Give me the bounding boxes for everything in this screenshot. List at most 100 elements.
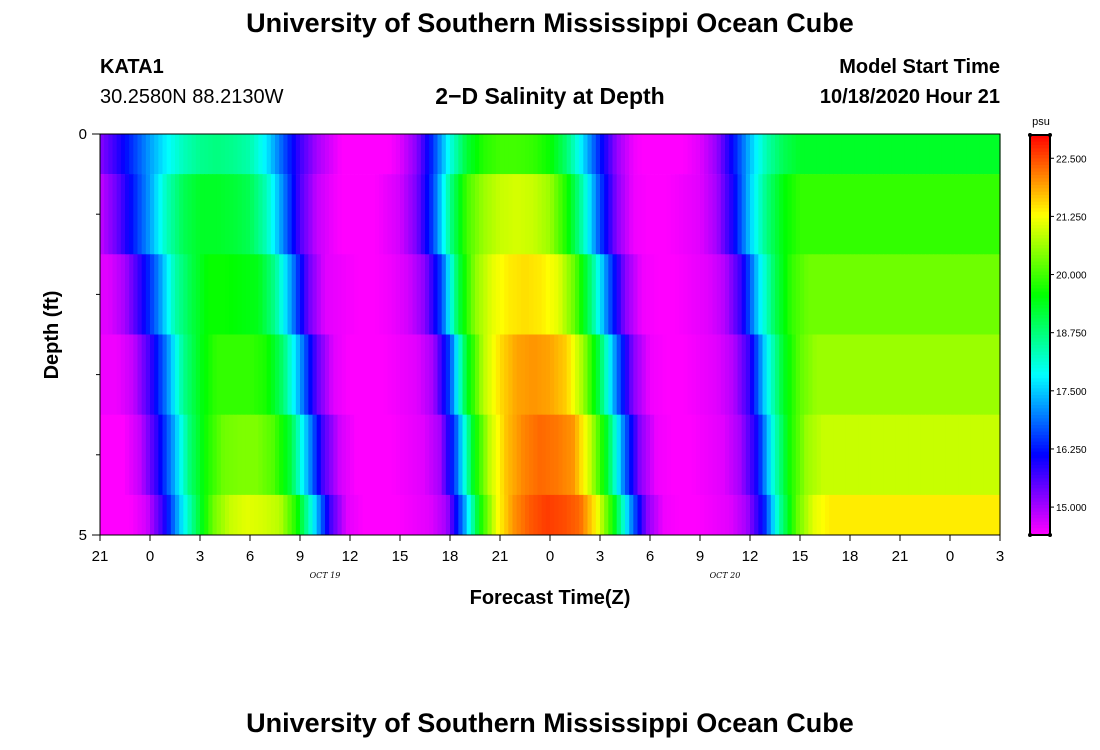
colorbar-segment: [1030, 431, 1050, 436]
heatmap-cell: [354, 334, 359, 415]
heatmap-cell: [462, 174, 468, 255]
heatmap-cell: [779, 334, 784, 415]
heatmap-cell: [729, 134, 734, 175]
heatmap-cell: [108, 174, 114, 255]
heatmap-cell: [537, 414, 543, 496]
colorbar-segment: [1030, 198, 1050, 203]
heatmap-cell: [391, 334, 397, 415]
heatmap-cell: [495, 134, 501, 175]
heatmap-cell: [766, 174, 772, 255]
heatmap-cell: [258, 494, 264, 536]
heatmap-cell: [825, 254, 830, 335]
heatmap-cell: [866, 174, 872, 255]
colorbar-segment: [1030, 465, 1050, 469]
heatmap-cell: [870, 334, 876, 415]
heatmap-cell: [387, 414, 393, 496]
heatmap-cell: [325, 334, 330, 415]
heatmap-cell: [620, 334, 626, 415]
heatmap-cell: [975, 254, 980, 335]
heatmap-cell: [820, 494, 826, 536]
heatmap-cell: [125, 334, 130, 415]
heatmap-cell: [904, 254, 909, 335]
colorbar-segment: [1030, 345, 1050, 349]
heatmap-cell: [408, 254, 414, 335]
heatmap-cell: [308, 174, 314, 255]
heatmap-cell: [716, 494, 722, 536]
x-tick-label: 15: [392, 548, 409, 565]
heatmap-cell: [333, 414, 339, 496]
heatmap-cell: [254, 414, 259, 496]
heatmap-cell: [150, 174, 155, 255]
heatmap-cell: [150, 494, 155, 536]
heatmap-cell: [916, 134, 922, 175]
heatmap-cell: [758, 174, 764, 255]
heatmap-cell: [670, 334, 676, 415]
heatmap-cell: [795, 174, 801, 255]
heatmap-cell: [358, 414, 364, 496]
heatmap-cell: [937, 334, 943, 415]
heatmap-cell: [704, 414, 709, 496]
heatmap-cell: [808, 134, 814, 175]
heatmap-cell: [891, 414, 897, 496]
x-tick-label: 18: [842, 548, 859, 565]
heatmap-cell: [183, 334, 189, 415]
heatmap-cell: [179, 174, 184, 255]
heatmap-cell: [570, 174, 576, 255]
heatmap-cell: [345, 334, 351, 415]
heatmap-cell: [708, 254, 714, 335]
heatmap-cell: [783, 134, 789, 175]
heatmap-cell: [758, 494, 764, 536]
heatmap-cell: [350, 414, 355, 496]
heatmap-cell: [970, 254, 976, 335]
heatmap-cell: [566, 134, 572, 175]
heatmap-cell: [112, 174, 118, 255]
colorbar-segment: [1030, 238, 1050, 243]
heatmap-cell: [779, 254, 784, 335]
heatmap-cell: [529, 134, 534, 175]
heatmap-cell: [650, 494, 655, 536]
heatmap-cell: [870, 414, 876, 496]
heatmap-cell: [175, 174, 180, 255]
x-tick-label: 0: [546, 548, 554, 565]
colorbar-segment: [1030, 135, 1050, 139]
heatmap-cell: [216, 254, 222, 335]
heatmap-cell: [766, 254, 772, 335]
colorbar: 15.000 16.250 17.500 18.750 20.000 21.250 22.5…: [1028, 133, 1087, 537]
heatmap-cell: [641, 494, 647, 536]
x-axis-label: Forecast Time(Z): [470, 587, 631, 609]
heatmap-cell: [420, 174, 426, 255]
heatmap-cell: [654, 334, 659, 415]
heatmap-cell: [616, 414, 622, 496]
heatmap-cell: [237, 254, 243, 335]
heatmap-cell: [870, 254, 876, 335]
heatmap-cell: [404, 334, 409, 415]
heatmap-cell: [429, 334, 434, 415]
heatmap-cell: [958, 134, 964, 175]
heatmap-cell: [445, 334, 451, 415]
heatmap-cell: [287, 134, 293, 175]
heatmap-cell: [962, 414, 968, 496]
heatmap-cell: [645, 414, 651, 496]
heatmap-cell: [266, 254, 272, 335]
heatmap-cell: [633, 414, 639, 496]
heatmap-cell: [908, 254, 914, 335]
heatmap-cell: [300, 254, 305, 335]
heatmap-cell: [987, 414, 993, 496]
heatmap-cell: [341, 414, 347, 496]
heatmap-cell: [625, 414, 630, 496]
heatmap-cell: [404, 134, 409, 175]
heatmap-cell: [791, 494, 797, 536]
heatmap-cell: [145, 414, 151, 496]
heatmap-cell: [779, 174, 784, 255]
colorbar-segment: [1030, 195, 1050, 199]
heatmap-cell: [854, 334, 859, 415]
heatmap-cell: [937, 134, 943, 175]
heatmap-cell: [262, 334, 268, 415]
heatmap-cell: [416, 254, 422, 335]
heatmap-cell: [687, 414, 693, 496]
heatmap-cell: [491, 494, 497, 536]
heatmap-cell: [595, 334, 601, 415]
heatmap-cell: [325, 254, 330, 335]
colorbar-segment: [1030, 398, 1050, 403]
heatmap-cell: [633, 334, 639, 415]
